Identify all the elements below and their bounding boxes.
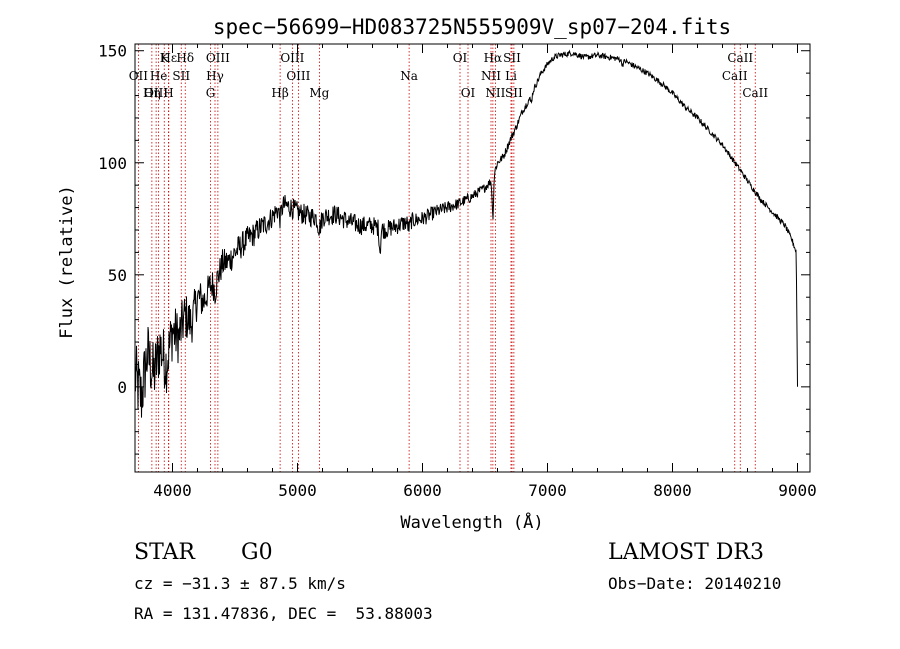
line-label: NII: [485, 86, 505, 100]
line-label: Hε: [160, 51, 177, 65]
spectrum-layer: [134, 49, 798, 418]
line-label: SII: [503, 51, 521, 65]
y-axis-ticks: 0 50 100 150: [98, 42, 810, 455]
x-tick-label: 5000: [278, 481, 317, 500]
x-tick-label: 6000: [403, 481, 442, 500]
spectrum-line: [134, 49, 798, 418]
line-label: He: [150, 69, 168, 83]
line-label: OI: [461, 86, 476, 100]
line-label: Na: [400, 69, 418, 83]
object-subclass: G0: [241, 540, 273, 565]
line-label: CaII: [722, 69, 748, 83]
line-label: SII: [172, 69, 190, 83]
y-tick-label: 150: [98, 42, 127, 61]
line-label: OII: [129, 69, 149, 83]
line-label: H: [163, 86, 173, 100]
x-axis-label: Wavelength (Å): [400, 511, 543, 533]
line-label: Li: [505, 69, 517, 83]
line-label: NII: [481, 69, 501, 83]
line-label: OIII: [286, 69, 310, 83]
line-label: OIII: [206, 51, 230, 65]
x-tick-label: 4000: [153, 481, 192, 500]
y-tick-label: 50: [108, 266, 127, 285]
line-label: Hδ: [176, 51, 194, 65]
line-label: Hη: [143, 86, 161, 100]
line-label: K: [160, 51, 170, 65]
emission-line-markers: [137, 44, 756, 472]
observation-date: Obs−Date: 20140210: [608, 574, 782, 593]
x-axis-ticks: 4000 5000 6000 7000 8000 9000: [153, 44, 817, 500]
x-tick-label: 8000: [653, 481, 692, 500]
object-class: STAR: [134, 540, 195, 565]
line-label: OI: [453, 51, 468, 65]
plot-frame: [134, 43, 811, 473]
redshift-readout: cz = −31.3 ± 87.5 km/s: [134, 574, 346, 593]
line-label: CaII: [742, 86, 768, 100]
line-label: CaII: [727, 51, 753, 65]
y-tick-label: 100: [98, 154, 127, 173]
line-label: Hγ: [206, 69, 224, 83]
line-label: Mg: [309, 86, 329, 100]
y-tick-label: 0: [117, 378, 127, 397]
line-label: G: [206, 86, 216, 100]
coordinates-readout: RA = 131.47836, DEC = 53.88003: [134, 604, 433, 623]
line-label: Hα: [484, 51, 503, 65]
x-tick-label: 7000: [528, 481, 567, 500]
chart-title: spec−56699−HD083725N555909V_sp07−204.fit…: [213, 15, 731, 39]
y-axis-label: Flux (relative): [57, 185, 77, 339]
survey-name: LAMOST DR3: [608, 540, 764, 565]
line-label: Hβ: [271, 86, 288, 100]
line-label: SII: [505, 86, 523, 100]
x-tick-label: 9000: [778, 481, 817, 500]
line-label: OIII: [144, 86, 168, 100]
line-label: OIII: [280, 51, 304, 65]
